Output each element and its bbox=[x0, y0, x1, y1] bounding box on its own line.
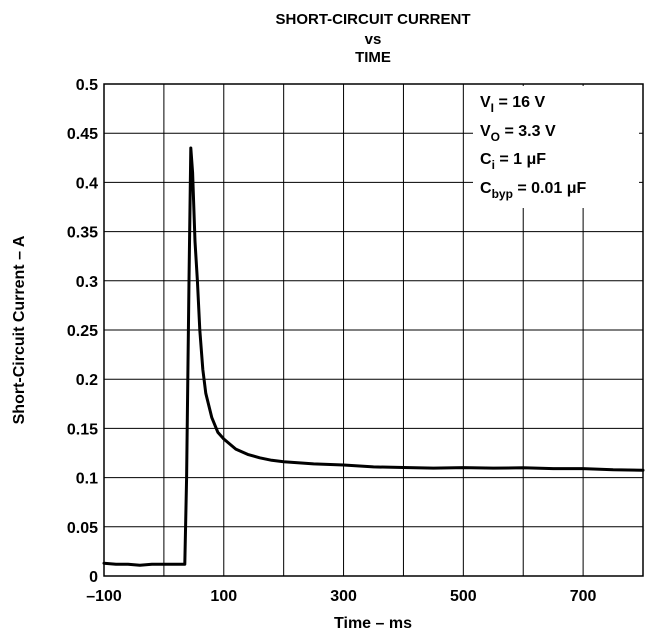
annotation-line: Ci = 1 μF bbox=[480, 151, 546, 172]
y-tick-label: 0.2 bbox=[76, 372, 98, 389]
y-tick-label: 0.5 bbox=[76, 77, 98, 94]
legend-box bbox=[473, 86, 639, 208]
series-line bbox=[102, 146, 645, 567]
x-tick-label: 100 bbox=[210, 588, 237, 605]
y-tick-label: 0.35 bbox=[67, 225, 98, 242]
x-axis-label: Time – ms bbox=[334, 615, 412, 632]
x-tick-label: –100 bbox=[86, 588, 122, 605]
y-tick-label: 0.05 bbox=[67, 520, 98, 537]
y-tick-label: 0.4 bbox=[76, 175, 98, 192]
y-tick-label: 0.25 bbox=[67, 323, 98, 340]
y-tick-label: 0.45 bbox=[67, 126, 98, 143]
x-tick-label: 500 bbox=[450, 588, 477, 605]
y-tick-label: 0.15 bbox=[67, 421, 98, 438]
x-tick-labels: –100 100 300 500 700 bbox=[86, 588, 596, 605]
x-tick-label: 700 bbox=[570, 588, 597, 605]
x-tick-label: 300 bbox=[330, 588, 357, 605]
annotation-line: VO = 3.3 V bbox=[480, 123, 556, 144]
y-tick-label: 0 bbox=[89, 569, 98, 586]
annotations: VI = 16 V VO = 3.3 V Ci = 1 μF Cbyp = 0.01 … bbox=[480, 94, 587, 201]
y-tick-labels: 0 0.05 0.1 0.15 0.2 0.25 0.3 0.35 0.4 0.45 0.5 bbox=[67, 77, 98, 586]
chart-title-line-3: TIME bbox=[355, 49, 391, 66]
annotation-line: Cbyp = 0.01 μF bbox=[480, 180, 587, 201]
y-tick-label: 0.1 bbox=[76, 471, 98, 488]
chart-title-line-1: SHORT-CIRCUIT CURRENT bbox=[276, 11, 471, 28]
y-axis-label: Short-Circuit Current – A bbox=[11, 235, 28, 424]
plot-area bbox=[103, 83, 644, 577]
y-tick-label: 0.3 bbox=[76, 274, 98, 291]
chart-title-line-2: vs bbox=[365, 31, 382, 48]
annotation-line: VI = 16 V bbox=[480, 94, 545, 115]
